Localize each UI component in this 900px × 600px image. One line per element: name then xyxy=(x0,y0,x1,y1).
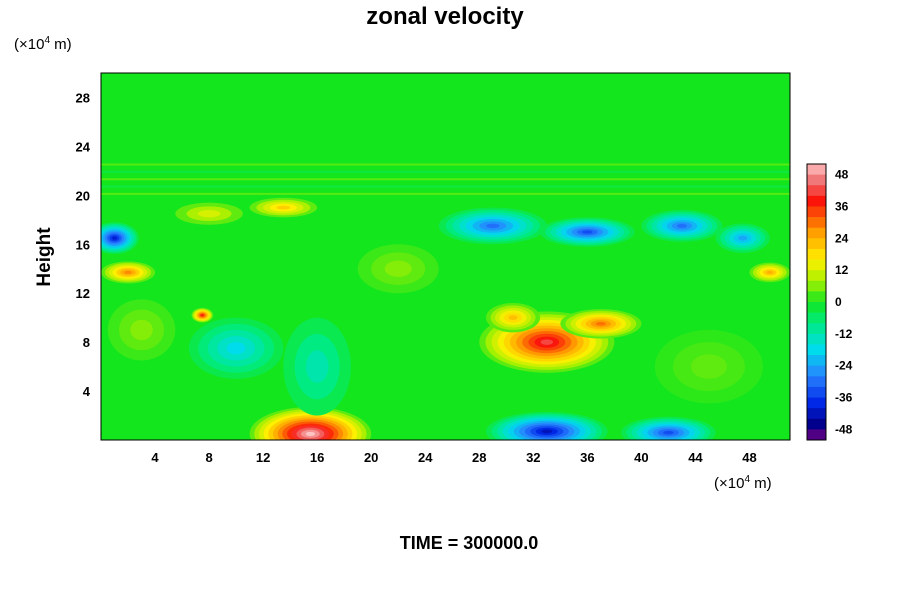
velocity-cell xyxy=(283,317,351,416)
x-tick-label: 40 xyxy=(634,450,648,465)
velocity-cell xyxy=(101,261,156,284)
colorbar-band xyxy=(807,333,826,345)
colorbar-band xyxy=(807,302,826,314)
colorbar-band xyxy=(807,408,826,420)
velocity-cell xyxy=(357,244,439,294)
colorbar-band xyxy=(807,270,826,282)
colorbar-band xyxy=(807,397,826,409)
y-tick-label: 12 xyxy=(76,286,90,301)
colorbar-tick-label: -12 xyxy=(835,327,853,341)
colorbar-tick-label: 0 xyxy=(835,295,842,309)
y-tick-label: 24 xyxy=(76,139,91,154)
velocity-cell xyxy=(486,302,541,333)
x-tick-label: 8 xyxy=(205,450,212,465)
plot-frame xyxy=(100,72,791,441)
time-label: TIME = 300000.0 xyxy=(400,533,539,553)
colorbar-band xyxy=(807,206,826,218)
velocity-cell xyxy=(249,406,372,440)
x-tick-label: 32 xyxy=(526,450,540,465)
y-tick-label: 20 xyxy=(76,188,90,203)
velocity-cell xyxy=(560,309,642,339)
colorbar-band xyxy=(807,376,826,388)
colorbar-band xyxy=(807,217,826,229)
x-axis-unit: (×104 m) xyxy=(714,474,772,492)
x-tick-label: 4 xyxy=(151,450,159,465)
chart-title: zonal velocity xyxy=(366,3,524,30)
colorbar-band xyxy=(807,174,826,186)
colorbar-tick-label: -48 xyxy=(835,422,853,436)
velocity-cell xyxy=(621,416,716,440)
velocity-cell xyxy=(188,317,284,379)
x-tick-label: 24 xyxy=(418,450,433,465)
velocity-cell xyxy=(438,207,547,245)
x-axis-ticks: 4 8 12 16 20 24 28 32 36 40 44 48 xyxy=(151,450,756,465)
contour-field xyxy=(101,73,790,440)
y-axis-unit: (×104 m) xyxy=(14,35,72,53)
colorbar-band xyxy=(807,259,826,271)
colorbar-band xyxy=(807,238,826,250)
colorbar-band xyxy=(807,195,826,207)
x-tick-label: 28 xyxy=(472,450,486,465)
colorbar-band xyxy=(807,227,826,239)
velocity-cell xyxy=(175,202,243,225)
colorbar-band xyxy=(807,418,826,430)
colorbar-tick-label: 12 xyxy=(835,263,849,277)
colorbar-tick-label: -24 xyxy=(835,359,853,373)
y-tick-label: 28 xyxy=(76,90,90,105)
y-tick-label: 8 xyxy=(83,335,90,350)
velocity-cell xyxy=(191,307,214,323)
x-tick-label: 16 xyxy=(310,450,324,465)
y-axis-ticks: 4 8 12 16 20 24 28 xyxy=(76,90,91,399)
colorbar-tick-label: 24 xyxy=(835,231,849,245)
x-tick-label: 12 xyxy=(256,450,270,465)
colorbar-band xyxy=(807,185,826,197)
x-tick-label: 48 xyxy=(742,450,756,465)
velocity-cell xyxy=(715,223,770,253)
colorbar-tick-label: 36 xyxy=(835,199,849,213)
velocity-cell xyxy=(654,329,763,404)
y-axis-label: Height xyxy=(34,227,55,287)
velocity-cell xyxy=(641,210,723,242)
colorbar-band xyxy=(807,344,826,356)
colorbar-band xyxy=(807,429,826,441)
colorbar-tick-label: -36 xyxy=(835,391,853,405)
x-tick-label: 36 xyxy=(580,450,594,465)
colorbar-band xyxy=(807,355,826,367)
colorbar-band xyxy=(807,248,826,260)
y-tick-label: 16 xyxy=(76,237,90,252)
colorbar-band xyxy=(807,386,826,398)
y-tick-label: 4 xyxy=(83,384,91,399)
colorbar-band xyxy=(807,164,826,176)
colorbar-band xyxy=(807,280,826,292)
colorbar-band xyxy=(807,312,826,324)
x-tick-label: 20 xyxy=(364,450,378,465)
colorbar-ticks: 48 36 24 12 0 -12 -24 -36 -48 xyxy=(835,168,853,437)
colorbar-band xyxy=(807,365,826,377)
velocity-cell xyxy=(486,411,608,440)
velocity-cell xyxy=(107,299,176,361)
x-tick-label: 44 xyxy=(688,450,703,465)
colorbar-frame xyxy=(806,163,827,441)
colorbar-band xyxy=(807,323,826,335)
velocity-cell xyxy=(101,222,139,255)
colorbar-tick-label: 48 xyxy=(835,168,849,182)
colorbar-band xyxy=(807,291,826,303)
velocity-cell xyxy=(749,262,790,283)
velocity-cell xyxy=(249,197,318,218)
colorbar xyxy=(807,164,826,441)
velocity-cell xyxy=(540,217,635,247)
